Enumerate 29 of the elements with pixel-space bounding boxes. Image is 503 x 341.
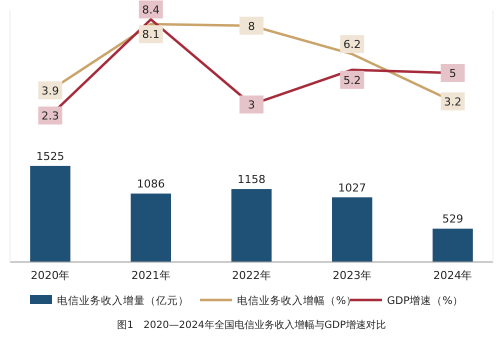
x-tick-label: 2022年: [232, 269, 271, 282]
legend-label: GDP增速（%）: [387, 294, 464, 307]
caption: 图1 2020—2024年全国电信业务收入增幅与GDP增速对比: [117, 319, 386, 331]
data-label: 8.4: [142, 3, 160, 16]
data-label: 2.3: [42, 110, 59, 123]
x-tick-label: 2023年: [332, 269, 372, 282]
legend-label: 电信业务收入增幅（%）: [237, 294, 357, 307]
data-label: 3.2: [444, 95, 462, 108]
data-label: 1027: [338, 181, 366, 194]
bar: [30, 166, 70, 262]
x-tick-label: 2020年: [30, 269, 70, 282]
data-label: 5: [449, 67, 456, 80]
x-tick-label: 2024年: [433, 269, 472, 282]
data-label: 1525: [36, 150, 64, 163]
bar: [130, 194, 171, 262]
data-label: 6.2: [343, 38, 361, 52]
data-label: 1086: [136, 178, 165, 191]
bar: [432, 228, 473, 262]
data-label: 3.9: [42, 84, 59, 98]
data-label: 3: [248, 98, 255, 112]
data-label: 8: [248, 20, 255, 33]
data-label: 1158: [238, 173, 266, 186]
x-tick-label: 2021年: [131, 269, 170, 282]
data-label: 8.1: [142, 28, 160, 42]
data-label: 5.2: [343, 74, 361, 87]
data-label: 529: [442, 212, 464, 226]
bar: [332, 197, 372, 262]
bar: [231, 189, 272, 262]
legend-label: 电信业务收入增量（亿元）: [57, 294, 189, 307]
